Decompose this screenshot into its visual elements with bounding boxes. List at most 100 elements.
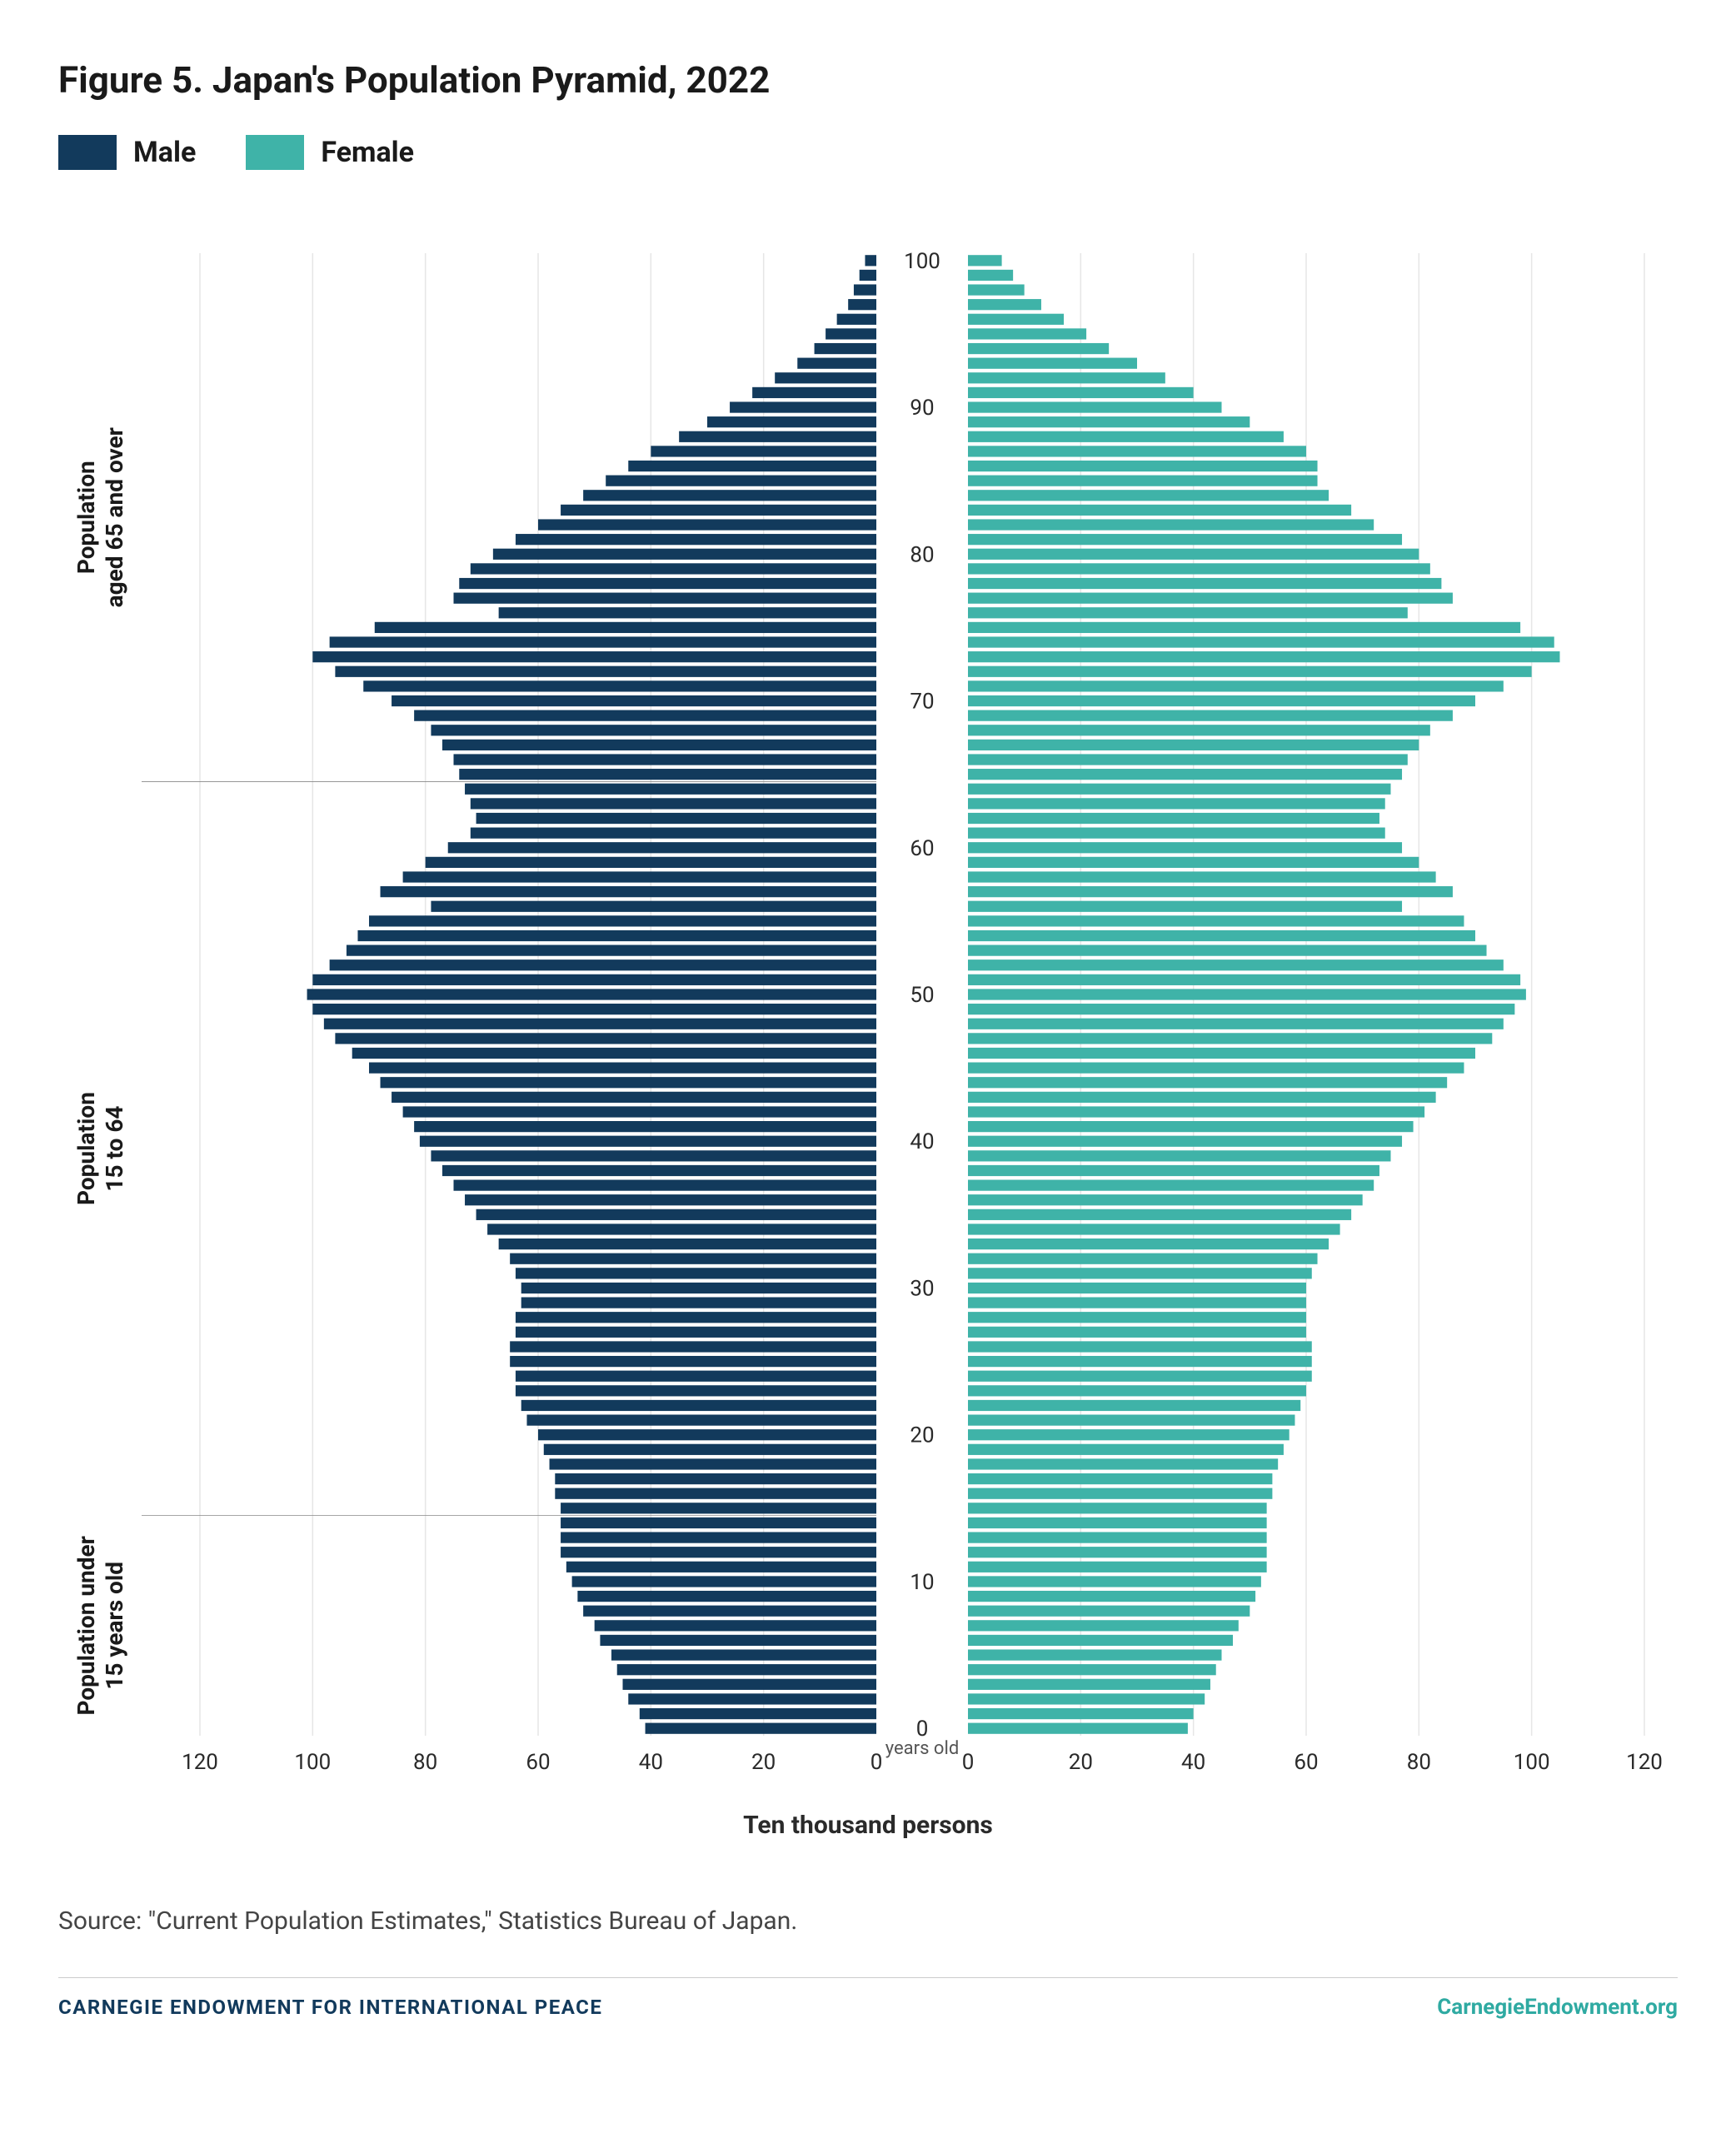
bar-female [968, 1518, 1267, 1528]
bar-female [968, 1077, 1447, 1088]
bar-female [968, 490, 1329, 501]
bar-male [583, 1606, 876, 1617]
bar-female [968, 299, 1041, 310]
bar-female [968, 387, 1194, 398]
bar-female [968, 1693, 1205, 1704]
section-label-group: Populationaged 65 and over [72, 427, 128, 607]
y-tick-label: 60 [910, 836, 934, 861]
bar-female [968, 666, 1532, 677]
bar-female [968, 930, 1475, 941]
bar-female [968, 680, 1504, 691]
bar-female [968, 372, 1165, 383]
section-label: 15 years old [101, 1562, 128, 1690]
bar-female [968, 1620, 1239, 1631]
bar-male [752, 387, 876, 398]
x-tick-label: 120 [1626, 1750, 1663, 1775]
bar-male [499, 1238, 876, 1249]
bar-male [330, 959, 876, 970]
bar-male [499, 607, 876, 618]
bar-female [968, 1165, 1379, 1176]
bar-female [968, 505, 1351, 516]
bar-male [381, 1077, 876, 1088]
legend-label-female: Female [321, 136, 414, 169]
bar-female [968, 784, 1391, 795]
y-tick-label: 20 [910, 1423, 934, 1448]
bar-female [968, 1356, 1312, 1367]
x-tick-label: 120 [182, 1750, 218, 1775]
bar-male [324, 1019, 876, 1029]
bar-male [403, 1106, 876, 1117]
bar-female [968, 1106, 1424, 1117]
x-tick-label: 0 [962, 1750, 975, 1775]
bar-male [454, 754, 877, 765]
bar-male [454, 1180, 877, 1191]
bar-male [628, 1693, 876, 1704]
bar-female [968, 549, 1419, 560]
bar-male [526, 1414, 876, 1425]
legend-swatch-male [58, 135, 117, 170]
bar-male [347, 945, 876, 956]
bar-female [968, 1150, 1391, 1161]
bar-male [493, 549, 876, 560]
y-tick-label: 40 [910, 1129, 934, 1154]
bar-male [555, 1488, 876, 1499]
bar-female [968, 1444, 1284, 1455]
bar-female [968, 622, 1520, 633]
bar-male [357, 930, 876, 941]
bar-female [968, 1473, 1272, 1484]
bar-female [968, 754, 1408, 765]
bar-male [476, 813, 876, 824]
bar-female [968, 1327, 1306, 1338]
bar-male [369, 915, 876, 926]
bar-male [617, 1664, 876, 1675]
x-tick-label: 40 [639, 1750, 663, 1775]
x-tick-label: 40 [1181, 1750, 1205, 1775]
bar-female [968, 461, 1318, 471]
bar-female [968, 1547, 1267, 1557]
section-label: Population under [72, 1536, 100, 1715]
bar-female [968, 1414, 1295, 1425]
bar-female [968, 1562, 1267, 1572]
section-label: Population [72, 1092, 100, 1205]
bar-female [968, 710, 1453, 721]
bar-male [414, 710, 876, 721]
y-tick-label: 80 [910, 542, 934, 567]
bar-female [968, 416, 1250, 427]
bar-female [968, 255, 1002, 266]
bar-female [968, 284, 1025, 295]
bar-female [968, 959, 1504, 970]
bar-female [968, 813, 1379, 824]
bar-male [572, 1576, 876, 1587]
bar-male [521, 1283, 876, 1293]
bar-male [854, 284, 876, 295]
bar-male [538, 519, 876, 530]
bar-male [442, 740, 876, 750]
bar-male [815, 343, 876, 354]
y-tick-label: 50 [910, 983, 934, 1008]
bar-male [335, 666, 876, 677]
x-tick-label: 0 [870, 1750, 883, 1775]
bar-female [968, 431, 1284, 442]
bar-female [968, 270, 1013, 281]
bar-male [392, 695, 876, 706]
bar-male [510, 1253, 876, 1264]
bar-female [968, 328, 1086, 339]
bar-female [968, 358, 1137, 369]
bar-male [476, 1209, 876, 1220]
y-tick-label: 90 [910, 396, 934, 421]
bar-female [968, 1312, 1306, 1323]
bar-male [448, 842, 876, 853]
x-tick-label: 20 [751, 1750, 776, 1775]
bar-male [848, 299, 876, 310]
bar-male [566, 1562, 876, 1572]
bar-female [968, 1004, 1514, 1014]
bar-male [583, 490, 876, 501]
y-tick-label: 70 [910, 690, 934, 715]
footer-org: CARNEGIE ENDOWMENT FOR INTERNATIONAL PEA… [58, 1996, 602, 2019]
bar-male [459, 578, 876, 589]
bar-male [375, 622, 876, 633]
section-label: Population [72, 461, 100, 574]
bar-male [555, 1473, 876, 1484]
bar-male [561, 1532, 876, 1542]
bar-female [968, 1371, 1312, 1382]
